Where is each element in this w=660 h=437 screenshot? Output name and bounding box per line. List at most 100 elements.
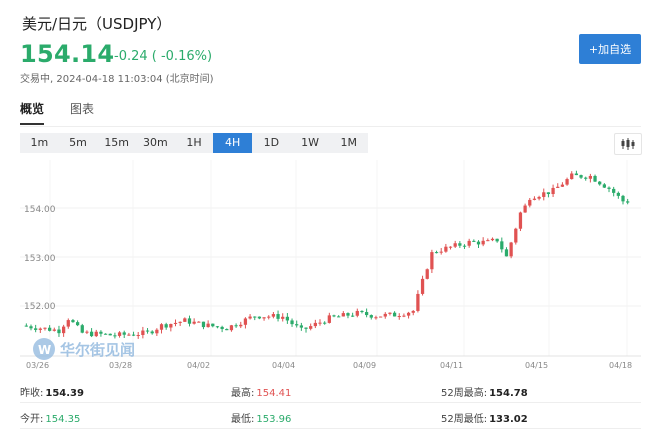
stat-52w-high: 52周最高: 154.78 <box>441 388 528 399</box>
candle-body <box>117 332 122 336</box>
instrument-title: 美元/日元（USDJPY） <box>22 15 172 33</box>
candle-body <box>43 327 47 329</box>
candle-body <box>616 192 620 196</box>
candle-body <box>145 330 150 332</box>
candle-body <box>476 241 481 245</box>
candle-body <box>462 245 467 247</box>
candle-body <box>253 316 257 318</box>
candle-body <box>304 327 308 329</box>
candle-body <box>136 335 140 337</box>
candle-body <box>159 324 164 330</box>
range-1d[interactable]: 1D <box>263 136 280 149</box>
candle-body <box>551 187 555 195</box>
candle-body <box>290 320 294 325</box>
last-price: 154.14 <box>20 40 115 68</box>
x-tick-label: 04/18 <box>609 361 632 370</box>
candle-body <box>327 315 331 323</box>
range-5m[interactable]: 5m <box>69 136 87 149</box>
chart-type-button[interactable] <box>614 133 642 155</box>
candle-body <box>24 325 28 327</box>
candle-body <box>206 323 210 328</box>
candle-body <box>75 322 80 326</box>
candle-body <box>257 316 262 319</box>
candle-body <box>621 195 625 202</box>
range-30m[interactable]: 30m <box>142 136 168 149</box>
candle-body <box>48 327 52 331</box>
candle-body <box>127 334 131 336</box>
candle-body <box>374 317 378 319</box>
candle-body <box>565 179 569 185</box>
candle-body <box>402 315 406 317</box>
x-tick-label: 03/28 <box>109 361 132 370</box>
candle-body <box>607 187 611 189</box>
price-chart[interactable]: W 华尔街见闻 154.00 153.00 152.00 03/26 03/28… <box>20 160 641 372</box>
candle-body <box>397 316 401 318</box>
candle-body <box>267 316 271 318</box>
candle-body <box>169 323 173 328</box>
range-1w[interactable]: 1W <box>301 136 319 149</box>
candle-body <box>187 318 192 324</box>
x-tick-label: 03/26 <box>26 361 49 370</box>
candle-body <box>584 177 588 179</box>
candle-body <box>285 316 290 321</box>
candle-body <box>229 325 234 331</box>
candle-body <box>383 313 387 317</box>
range-1m[interactable]: 1m <box>30 136 49 149</box>
candle-body <box>626 201 630 203</box>
svg-text:W: W <box>38 343 51 357</box>
candle-body <box>299 325 303 328</box>
candle-body <box>131 334 136 336</box>
candle-body <box>61 326 66 334</box>
stat-high: 最高: 154.41 <box>231 388 292 399</box>
range-15m[interactable]: 15m <box>104 136 130 149</box>
stat-open: 今开: 154.35 <box>20 414 81 425</box>
watermark: W 华尔街见闻 <box>33 338 135 360</box>
candle-body <box>360 310 364 313</box>
candle-body <box>518 212 523 229</box>
tabs-divider <box>20 126 641 127</box>
candle-body <box>364 312 369 316</box>
candle-body <box>593 175 597 182</box>
add-watchlist-button[interactable]: +加自选 <box>579 34 641 64</box>
y-tick-label: 152.00 <box>24 302 56 312</box>
range-1h[interactable]: 1H <box>186 136 202 149</box>
candle-body <box>197 321 201 323</box>
candle-body <box>29 326 33 329</box>
candle-body <box>337 316 341 318</box>
candle-body <box>178 321 182 323</box>
candle-body <box>215 326 220 328</box>
range-4h[interactable]: 4H <box>213 133 253 153</box>
candle-body <box>574 173 579 176</box>
stat-low: 最低: 153.96 <box>231 414 292 425</box>
stat-prev-close: 昨收: 154.39 <box>20 388 84 399</box>
candle-body <box>598 181 602 185</box>
candle-body <box>183 318 187 322</box>
candle-body <box>220 326 224 330</box>
candle-body <box>192 321 196 324</box>
candle-body <box>71 320 75 323</box>
x-tick-label: 04/04 <box>272 361 295 370</box>
tab-chart[interactable]: 图表 <box>70 102 95 116</box>
candle-body <box>318 322 322 324</box>
candle-body <box>201 321 206 328</box>
candle-body <box>248 316 252 319</box>
candle-body <box>514 228 518 243</box>
candle-body <box>504 249 509 257</box>
stat-52w-low: 52周最低: 133.02 <box>441 414 528 425</box>
candle-body <box>486 240 490 242</box>
candle-body <box>122 332 126 335</box>
candle-body <box>85 331 89 333</box>
trading-status-label: 交易中, <box>20 74 54 85</box>
tab-overview[interactable]: 概览 <box>20 100 45 125</box>
candle-body <box>388 312 392 314</box>
candle-body <box>155 329 159 334</box>
candle-body <box>556 186 560 188</box>
candle-body <box>439 251 443 253</box>
candle-body <box>173 322 178 324</box>
candle-body <box>211 323 215 327</box>
candle-body <box>150 331 154 334</box>
candle-body <box>94 331 98 337</box>
candle-body <box>448 246 453 248</box>
range-1mo[interactable]: 1M <box>340 136 357 149</box>
candle-body <box>509 242 513 257</box>
